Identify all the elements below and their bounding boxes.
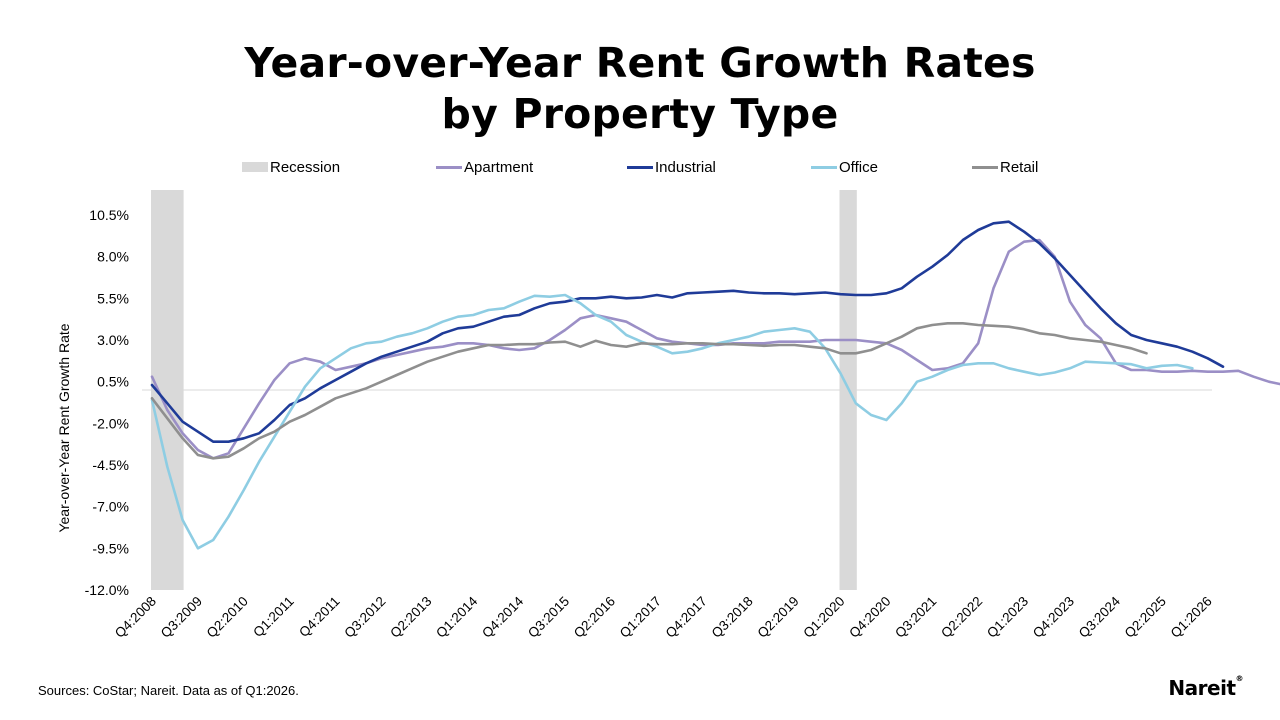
x-tick-label: Q3:2021 — [892, 594, 939, 641]
x-tick-label: Q1:2017 — [617, 594, 664, 641]
legend-swatch-industrial — [627, 165, 653, 169]
y-tick-label: -12.0% — [85, 582, 129, 598]
y-tick-label: -7.0% — [92, 499, 129, 515]
x-tick-label: Q4:2011 — [296, 594, 343, 641]
nareit-logo: Nareit® — [1168, 674, 1244, 700]
x-tick-label: Q2:2022 — [938, 594, 985, 641]
legend: Recession Apartment Industrial Office Re… — [0, 157, 1280, 177]
x-tick-label: Q4:2020 — [846, 594, 893, 641]
x-tick-label: Q1:2023 — [984, 594, 1031, 641]
x-tick-label: Q4:2023 — [1030, 594, 1077, 641]
x-tick-label: Q3:2018 — [709, 594, 756, 641]
x-tick-label: Q3:2024 — [1076, 593, 1124, 641]
y-tick-label: 5.5% — [97, 290, 129, 306]
legend-item-industrial: Industrial — [627, 157, 716, 177]
legend-swatch-apartment — [436, 165, 462, 169]
legend-label-retail: Retail — [1000, 158, 1039, 176]
x-tick-label: Q2:2016 — [571, 594, 618, 641]
legend-item-retail: Retail — [972, 157, 1038, 177]
legend-swatch-office — [811, 165, 837, 169]
legend-label-apartment: Apartment — [464, 158, 534, 176]
chart-title: Year-over-Year Rent Growth Rates by Prop… — [0, 38, 1280, 140]
y-tick-label: -4.5% — [92, 457, 129, 473]
x-tick-label: Q1:2020 — [800, 594, 847, 641]
legend-label-industrial: Industrial — [655, 158, 716, 176]
x-tick-label: Q1:2014 — [433, 593, 481, 641]
series-lines — [150, 220, 1280, 550]
x-tick-label: Q4:2014 — [479, 593, 527, 641]
x-tick-label: Q4:2017 — [663, 594, 710, 641]
x-tick-label: Q2:2010 — [204, 594, 251, 641]
legend-item-recession: Recession — [242, 157, 340, 177]
logo-text: Nareit — [1168, 676, 1236, 700]
y-tick-label: 3.0% — [97, 332, 129, 348]
y-tick-label: 8.0% — [97, 249, 129, 265]
registered-mark: ® — [1235, 674, 1244, 683]
x-tick-label: Q2:2019 — [754, 594, 801, 641]
legend-item-office: Office — [811, 157, 878, 177]
series-line-industrial — [150, 220, 1225, 444]
x-tick-label: Q2:2013 — [387, 594, 434, 641]
legend-swatch-retail — [972, 165, 998, 169]
x-tick-label: Q3:2015 — [525, 594, 572, 641]
chart-title-line-2: by Property Type — [441, 90, 839, 138]
x-tick-label: Q4:2008 — [112, 594, 159, 641]
legend-item-apartment: Apartment — [436, 157, 533, 177]
x-tick-label: Q2:2025 — [1122, 594, 1169, 641]
y-tick-label: 0.5% — [97, 374, 129, 390]
chart-title-line-1: Year-over-Year Rent Growth Rates — [244, 39, 1036, 87]
legend-label-recession: Recession — [270, 158, 341, 176]
x-tick-label: Q1:2011 — [250, 594, 297, 641]
legend-label-office: Office — [839, 158, 878, 176]
series-line-office — [150, 293, 1194, 550]
x-tick-label: Q3:2012 — [341, 594, 388, 641]
legend-swatch-recession — [242, 162, 268, 172]
y-tick-label: -9.5% — [92, 540, 129, 556]
y-tick-labels: -12.0% -9.5% -7.0% -4.5% -2.0% 0.5% 3.0% 5.5% 8.… — [85, 207, 129, 598]
series-line-retail — [150, 321, 1148, 460]
x-tick-label: Q1:2026 — [1168, 594, 1215, 641]
y-tick-label: 10.5% — [89, 207, 129, 223]
source-note: Sources: CoStar; Nareit. Data as of Q1:2… — [38, 683, 299, 698]
series-line-apartment — [150, 238, 1280, 460]
x-tick-label: Q3:2009 — [158, 594, 205, 641]
y-tick-label: -2.0% — [92, 415, 129, 431]
